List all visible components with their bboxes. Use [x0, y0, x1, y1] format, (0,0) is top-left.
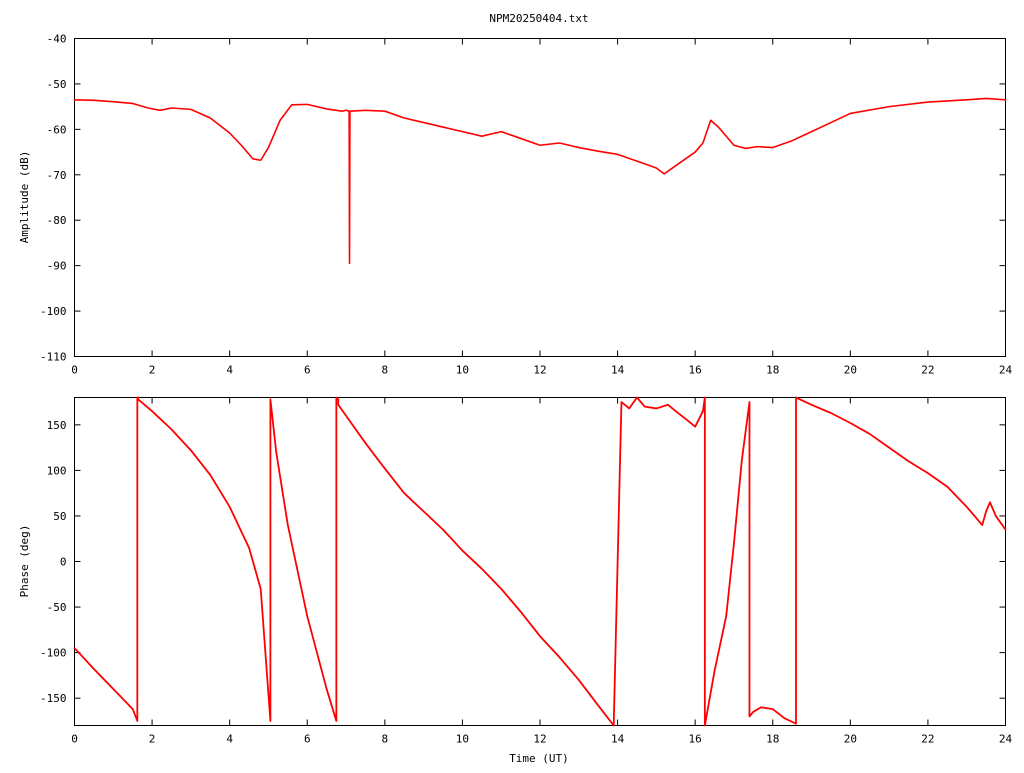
- amplitude-series-line: [73, 97, 1007, 265]
- amplitude-y-tick-label: -80: [47, 214, 67, 227]
- phase-y-tick-label: 100: [47, 464, 67, 477]
- phase-y-tick-label: -150: [40, 692, 67, 705]
- amplitude-y-tick-label: -110: [40, 351, 67, 364]
- phase-plot-frame: [74, 397, 1006, 726]
- amplitude-x-tick-label: 20: [844, 364, 857, 377]
- amplitude-x-tick-label: 14: [611, 364, 625, 377]
- phase-x-tick-label: 22: [921, 733, 934, 746]
- phase-series: [73, 396, 1007, 727]
- amplitude-x-tick-label: 6: [304, 364, 311, 377]
- amplitude-x-tick-label: 2: [149, 364, 156, 377]
- amplitude-x-tick-label: 4: [226, 364, 233, 377]
- phase-x-tick-label: 2: [149, 733, 156, 746]
- phase-x-tick-label: 10: [456, 733, 469, 746]
- amplitude-y-tick-label: -40: [47, 33, 67, 46]
- amplitude-y-tick-label: -90: [47, 260, 67, 273]
- phase-y-tick-label: -50: [47, 601, 67, 614]
- amplitude-y-tick-label: -60: [47, 123, 67, 136]
- amplitude-x-tick-label: 18: [766, 364, 779, 377]
- amplitude-y-axis-label: Amplitude (dB): [18, 151, 31, 244]
- amplitude-axis-ticks: 0 2 4 6 8 10 12 14 16 18 20 22 24-40-50-60-70-80-90-…: [40, 33, 1012, 377]
- phase-axis-ticks: 0 2 4 6 8 10 12 14 16 18 20 22 24150100500-50-100-15…: [40, 397, 1013, 746]
- phase-x-tick-label: 0: [71, 733, 78, 746]
- amplitude-x-tick-label: 22: [921, 364, 934, 377]
- phase-x-tick-label: 4: [226, 733, 233, 746]
- amplitude-plot-frame: [74, 38, 1006, 357]
- phase-y-tick-label: 150: [47, 419, 67, 432]
- amplitude-x-tick-label: 24: [999, 364, 1013, 377]
- phase-x-tick-label: 14: [611, 733, 625, 746]
- phase-x-tick-label: 18: [766, 733, 779, 746]
- phase-x-tick-label: 24: [999, 733, 1013, 746]
- amplitude-x-tick-label: 8: [382, 364, 389, 377]
- amplitude-y-tick-label: -70: [47, 169, 67, 182]
- amplitude-x-tick-label: 12: [533, 364, 546, 377]
- amplitude-y-tick-label: -50: [47, 78, 67, 91]
- phase-x-tick-label: 8: [382, 733, 389, 746]
- phase-x-tick-label: 20: [844, 733, 857, 746]
- amplitude-series: [73, 97, 1007, 265]
- phase-series-line: [73, 396, 1007, 727]
- phase-panel: 0 2 4 6 8 10 12 14 16 18 20 22 24150100500-50-100-15…: [18, 396, 1013, 765]
- phase-y-tick-label: 0: [60, 556, 67, 569]
- amplitude-y-tick-label: -100: [40, 305, 67, 318]
- phase-x-tick-label: 6: [304, 733, 311, 746]
- phase-x-tick-label: 16: [689, 733, 702, 746]
- amplitude-x-tick-label: 10: [456, 364, 469, 377]
- amplitude-panel: 0 2 4 6 8 10 12 14 16 18 20 22 24-40-50-60-70-80-90-…: [18, 33, 1012, 377]
- phase-y-tick-label: 50: [53, 510, 66, 523]
- phase-y-axis-label: Phase (deg): [18, 525, 31, 598]
- phase-y-tick-label: -100: [40, 647, 67, 660]
- chart-title: NPM20250404.txt: [489, 12, 588, 25]
- amplitude-x-tick-label: 0: [71, 364, 78, 377]
- phase-x-tick-label: 12: [533, 733, 546, 746]
- phase-x-axis-label: Time (UT): [509, 752, 569, 765]
- amplitude-x-tick-label: 16: [689, 364, 702, 377]
